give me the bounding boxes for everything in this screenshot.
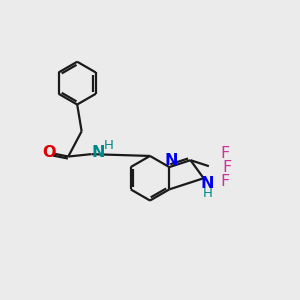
Text: F: F xyxy=(220,173,230,188)
Text: H: H xyxy=(104,139,114,152)
Text: F: F xyxy=(220,146,230,161)
Text: N: N xyxy=(200,176,214,191)
Text: N: N xyxy=(164,153,178,168)
Text: H: H xyxy=(202,187,212,200)
Text: N: N xyxy=(91,145,105,160)
Text: O: O xyxy=(42,145,56,160)
Text: F: F xyxy=(222,160,231,175)
